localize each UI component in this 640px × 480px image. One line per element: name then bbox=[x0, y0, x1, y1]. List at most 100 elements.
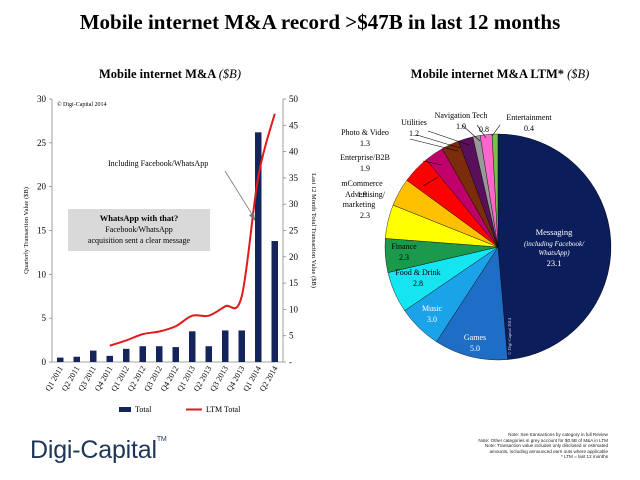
right-tick-label: 15 bbox=[289, 278, 299, 288]
right-tick-label: 10 bbox=[289, 304, 299, 314]
bar-q4-2011 bbox=[106, 355, 113, 362]
legend-total-label: Total bbox=[135, 405, 152, 414]
left-tick-label: 10 bbox=[37, 269, 47, 279]
right-tick-label: 25 bbox=[289, 226, 299, 236]
pie-leader-line bbox=[491, 124, 501, 137]
pie-note-label: WhatsApp) bbox=[538, 249, 570, 257]
bar-q1-2012 bbox=[123, 348, 130, 362]
pie-leader-line bbox=[416, 134, 461, 149]
right-tick-label: 45 bbox=[289, 120, 299, 130]
digi-capital-logo: Digi-CapitalTM bbox=[30, 436, 167, 465]
right-chart-title: Mobile internet M&A LTM* ($B) bbox=[370, 67, 630, 82]
page-title: Mobile internet M&A record >$47B in last… bbox=[79, 10, 561, 34]
bar-q1-2011 bbox=[57, 357, 64, 362]
callout-line2: acquisition sent a clear message bbox=[88, 236, 191, 245]
pie-leader-line bbox=[409, 138, 459, 152]
pie-note-label: (including Facebook/ bbox=[524, 240, 585, 248]
copyright-text: © Digi-Capital 2014 bbox=[57, 101, 107, 108]
callout-box bbox=[68, 209, 210, 251]
pie-value-label: 1.0 bbox=[456, 122, 466, 131]
right-tick-label: 30 bbox=[289, 199, 299, 209]
left-axis-label: Quarterly Transaction Value ($B) bbox=[23, 187, 30, 274]
callout-title: WhatsApp with that? bbox=[100, 213, 178, 223]
footnote-line: amounts, including announced earn outs w… bbox=[489, 448, 609, 454]
bar-q3-2012 bbox=[156, 346, 163, 362]
footnote-line: Note: See transactions by category in fu… bbox=[508, 432, 608, 437]
bar-q4-2013 bbox=[238, 330, 245, 362]
left-tick-label: 25 bbox=[37, 138, 47, 148]
pie-category-label: marketing bbox=[343, 200, 375, 209]
pie-value-label: 1.9 bbox=[360, 164, 370, 173]
bar-q3-2011 bbox=[90, 350, 97, 362]
pie-label-food-drink: Food & Drink 2.8 bbox=[395, 268, 440, 288]
left-tick-label: 20 bbox=[37, 182, 47, 192]
pie-value-label: 5.0 bbox=[470, 344, 480, 353]
bar-q4-2012 bbox=[172, 347, 179, 362]
callout-line1: Facebook/WhatsApp bbox=[105, 225, 173, 234]
pie-value-label: 0.4 bbox=[524, 124, 534, 133]
right-tick-label: 20 bbox=[289, 252, 299, 262]
pie-category-label: Enterprise/B2B bbox=[340, 153, 390, 162]
pie-category-label: Navigation Tech bbox=[435, 111, 488, 120]
pie-category-label: Messaging bbox=[536, 227, 574, 237]
pie-value-label: 23.1 bbox=[547, 258, 562, 268]
logo-trademark: TM bbox=[156, 436, 167, 443]
pie-label-entertainment: Entertainment 0.4 bbox=[506, 113, 552, 133]
footnotes: Note: See transactions by category in fu… bbox=[408, 432, 608, 460]
right-tick-label: 5 bbox=[289, 331, 294, 341]
right-tick-label: 35 bbox=[289, 173, 299, 183]
footnote-line: Note: Transaction value includes only di… bbox=[484, 443, 608, 449]
right-axis-label: Last 12 Month Total Transaction Value ($… bbox=[310, 173, 317, 288]
pie-label-music: Music 3.0 bbox=[422, 304, 442, 324]
pie-value-label: 2.3 bbox=[399, 253, 409, 262]
facebook-whatsapp-annotation: Including Facebook/WhatsApp bbox=[108, 159, 208, 168]
pie-label-messaging: Messaging (including Facebook/WhatsApp)23… bbox=[524, 227, 585, 268]
pie-category-label: Entertainment bbox=[506, 113, 552, 122]
legend-total-swatch bbox=[119, 407, 131, 412]
pie-category-label: Photo & Video bbox=[341, 128, 389, 137]
pie-label-advertising-marketing: Advertising/marketing 2.3 bbox=[343, 190, 386, 220]
arrowhead-icon bbox=[249, 213, 255, 221]
pie-label-finance: Finance 2.3 bbox=[391, 242, 417, 262]
pie-leader-line bbox=[476, 124, 487, 139]
pie-category-label: Games bbox=[464, 333, 486, 342]
pie-label-games: Games 5.0 bbox=[464, 333, 486, 353]
right-tick-label: 40 bbox=[289, 147, 299, 157]
right-tick-label: - bbox=[289, 357, 292, 367]
pie-leader-line bbox=[422, 176, 439, 187]
pie-value-label: 3.0 bbox=[427, 315, 437, 324]
bar-q1-2013 bbox=[189, 331, 196, 362]
pie-category-label: Finance bbox=[391, 242, 417, 251]
pie-label-enterprise-b2b: Enterprise/B2B 1.9 bbox=[340, 153, 390, 173]
left-tick-label: 5 bbox=[42, 313, 47, 323]
bar-q1-2014 bbox=[255, 132, 262, 362]
pie-slice-messaging bbox=[497, 133, 612, 360]
pie-value-label: 1.9 bbox=[357, 190, 367, 199]
pie-label-photo-video: Photo & Video 1.3 bbox=[341, 128, 389, 148]
pie-value-label: 1.2 bbox=[409, 129, 419, 138]
pie-label-navigation-tech: Navigation Tech 1.0 bbox=[435, 111, 488, 131]
pie-slice-games bbox=[436, 246, 508, 361]
pie-copyright-text: © Digi-Capital 2014 bbox=[507, 317, 512, 355]
bar-q2-2013 bbox=[205, 346, 212, 362]
pie-value-label: 0.8 bbox=[479, 125, 489, 134]
right-chart-unit: ($B) bbox=[567, 67, 590, 81]
pie-category-label: Utilities bbox=[401, 118, 427, 127]
logo-text: Digi-Capital bbox=[30, 436, 157, 464]
left-tick-label: 0 bbox=[42, 357, 47, 367]
annotation-arrow bbox=[224, 170, 256, 220]
pie-category-label: Music bbox=[422, 304, 442, 313]
pie-category-label: Advertising/ bbox=[345, 190, 386, 199]
left-tick-label: 15 bbox=[37, 226, 47, 236]
footnote-line: Note: Other categories in grey account f… bbox=[478, 437, 608, 443]
right-chart-title-text: Mobile internet M&A LTM* bbox=[410, 67, 564, 81]
pie-leader-line bbox=[422, 160, 443, 166]
pie-leader-line bbox=[427, 130, 470, 146]
pie-value-label: 1.3 bbox=[360, 139, 370, 148]
legend-ltm-label: LTM Total bbox=[206, 405, 241, 414]
bar-q2-2012 bbox=[139, 346, 146, 362]
right-tick-label: 50 bbox=[289, 94, 299, 104]
left-chart-title-text: Mobile internet M&A bbox=[99, 67, 216, 81]
pie-category-label: Food & Drink bbox=[395, 268, 440, 277]
pie-label-utilities: Utilities 1.2 bbox=[401, 118, 427, 138]
